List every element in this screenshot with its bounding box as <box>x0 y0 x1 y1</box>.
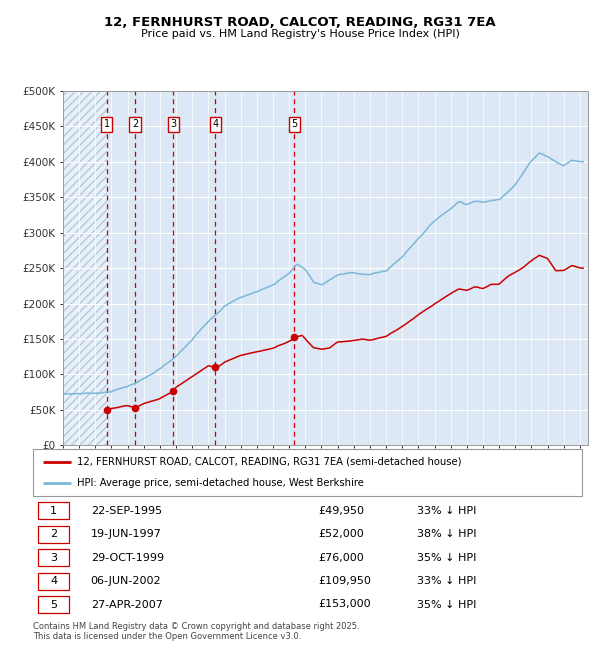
Text: 35% ↓ HPI: 35% ↓ HPI <box>418 552 476 563</box>
Text: 06-JUN-2002: 06-JUN-2002 <box>91 576 161 586</box>
Text: 2: 2 <box>132 120 138 129</box>
Text: 5: 5 <box>50 599 57 610</box>
Text: £52,000: £52,000 <box>319 529 364 539</box>
Text: £76,000: £76,000 <box>319 552 364 563</box>
Text: 1: 1 <box>104 120 110 129</box>
Text: 12, FERNHURST ROAD, CALCOT, READING, RG31 7EA: 12, FERNHURST ROAD, CALCOT, READING, RG3… <box>104 16 496 29</box>
FancyBboxPatch shape <box>38 502 68 519</box>
Text: Price paid vs. HM Land Registry's House Price Index (HPI): Price paid vs. HM Land Registry's House … <box>140 29 460 38</box>
Text: £49,950: £49,950 <box>319 506 364 516</box>
Text: Contains HM Land Registry data © Crown copyright and database right 2025.: Contains HM Land Registry data © Crown c… <box>33 622 359 631</box>
Text: HPI: Average price, semi-detached house, West Berkshire: HPI: Average price, semi-detached house,… <box>77 478 364 488</box>
Text: 27-APR-2007: 27-APR-2007 <box>91 599 163 610</box>
FancyBboxPatch shape <box>38 573 68 590</box>
Text: 38% ↓ HPI: 38% ↓ HPI <box>418 529 477 539</box>
Text: 12, FERNHURST ROAD, CALCOT, READING, RG31 7EA (semi-detached house): 12, FERNHURST ROAD, CALCOT, READING, RG3… <box>77 457 461 467</box>
Text: 3: 3 <box>50 552 57 563</box>
Text: 29-OCT-1999: 29-OCT-1999 <box>91 552 164 563</box>
Text: £153,000: £153,000 <box>319 599 371 610</box>
Text: 22-SEP-1995: 22-SEP-1995 <box>91 506 162 516</box>
Text: 33% ↓ HPI: 33% ↓ HPI <box>418 506 476 516</box>
Text: £109,950: £109,950 <box>319 576 371 586</box>
Text: 3: 3 <box>170 120 176 129</box>
FancyBboxPatch shape <box>38 596 68 613</box>
Text: 4: 4 <box>212 120 218 129</box>
Text: 4: 4 <box>50 576 57 586</box>
Text: 33% ↓ HPI: 33% ↓ HPI <box>418 576 476 586</box>
Text: 19-JUN-1997: 19-JUN-1997 <box>91 529 161 539</box>
Text: This data is licensed under the Open Government Licence v3.0.: This data is licensed under the Open Gov… <box>33 632 301 641</box>
Text: 35% ↓ HPI: 35% ↓ HPI <box>418 599 476 610</box>
FancyBboxPatch shape <box>38 549 68 566</box>
Text: 2: 2 <box>50 529 57 539</box>
Text: 1: 1 <box>50 506 57 516</box>
FancyBboxPatch shape <box>38 526 68 543</box>
Text: 5: 5 <box>291 120 298 129</box>
